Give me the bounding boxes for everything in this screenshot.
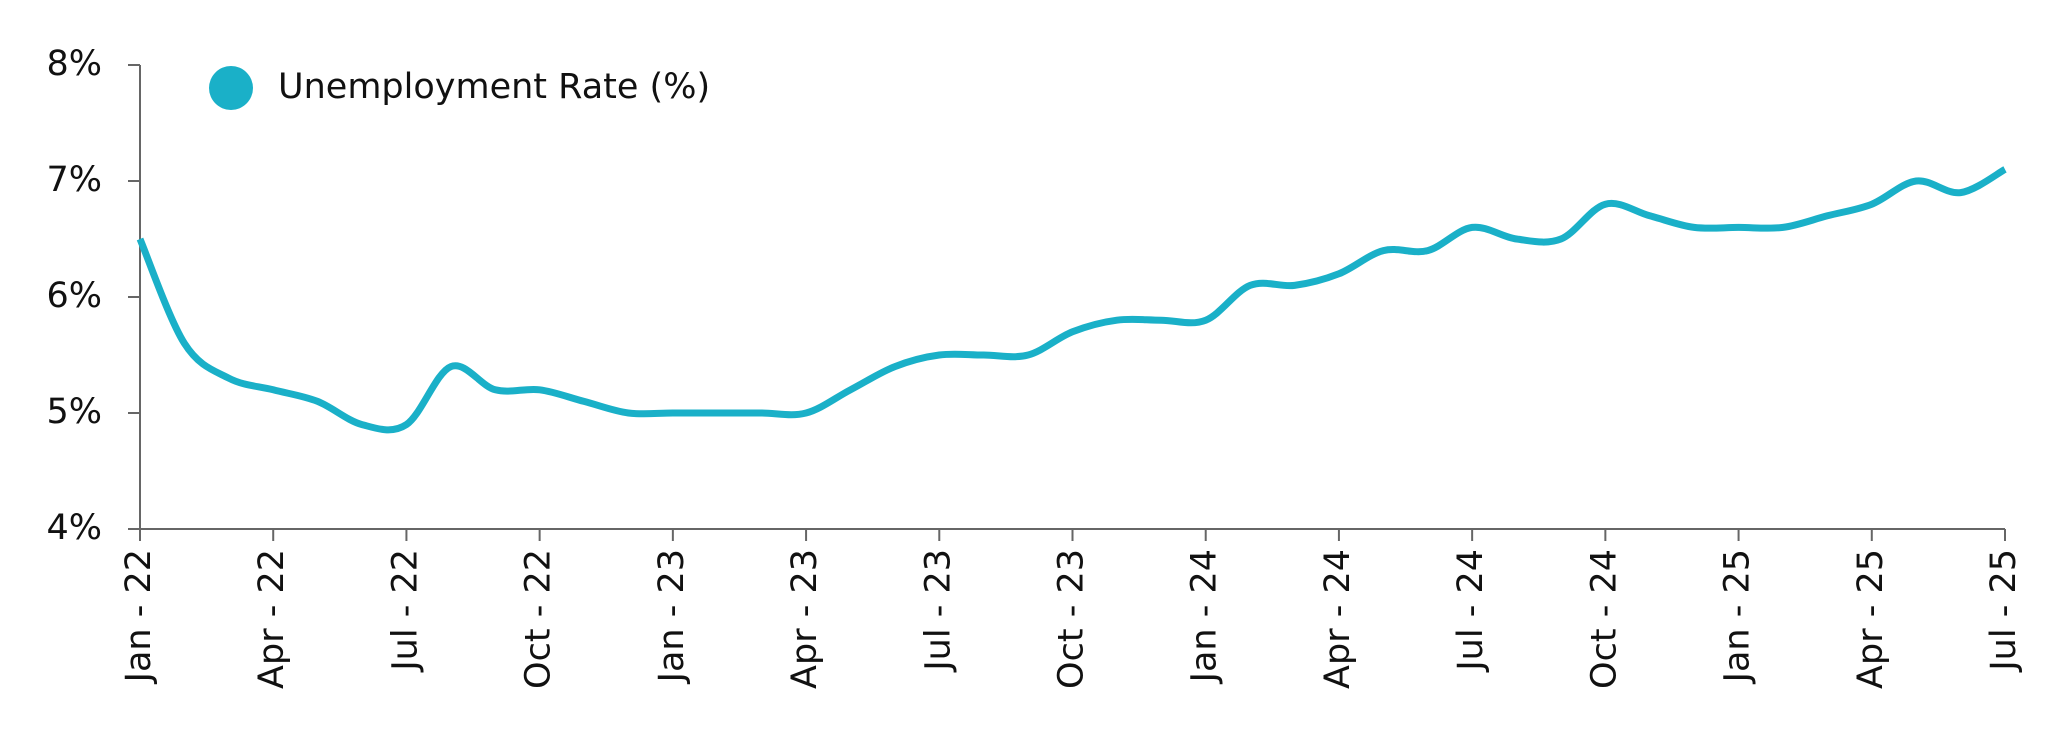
x-tick-label: Jan - 22 [119,549,159,684]
legend-marker [209,66,253,110]
x-tick-label: Apr - 22 [252,549,292,689]
x-tick-label: Jul - 24 [1451,549,1491,673]
x-tick-label: Apr - 25 [1851,549,1891,689]
x-tick-label: Oct - 23 [1052,549,1092,689]
y-tick-label: 4% [46,508,102,548]
x-tick-label: Jul - 23 [918,549,958,673]
y-tick-label: 8% [46,44,102,84]
x-tick-label: Jul - 22 [385,549,425,673]
y-tick-label: 5% [46,392,102,432]
x-tick-label: Apr - 24 [1318,549,1358,689]
y-tick-label: 7% [46,160,102,200]
x-tick-label: Oct - 22 [519,549,559,689]
x-tick-label: Oct - 24 [1584,549,1624,689]
line [136,166,2007,434]
x-tick-label: Jan - 24 [1185,549,1225,684]
x-tick-label: Jan - 23 [652,549,692,684]
x-tick-label: Apr - 23 [785,549,825,689]
legend-label: Unemployment Rate (%) [278,67,710,107]
x-tick-label: Jul - 25 [1984,549,2024,673]
y-tick-label: 6% [46,276,102,316]
x-tick-label: Jan - 25 [1718,549,1758,684]
